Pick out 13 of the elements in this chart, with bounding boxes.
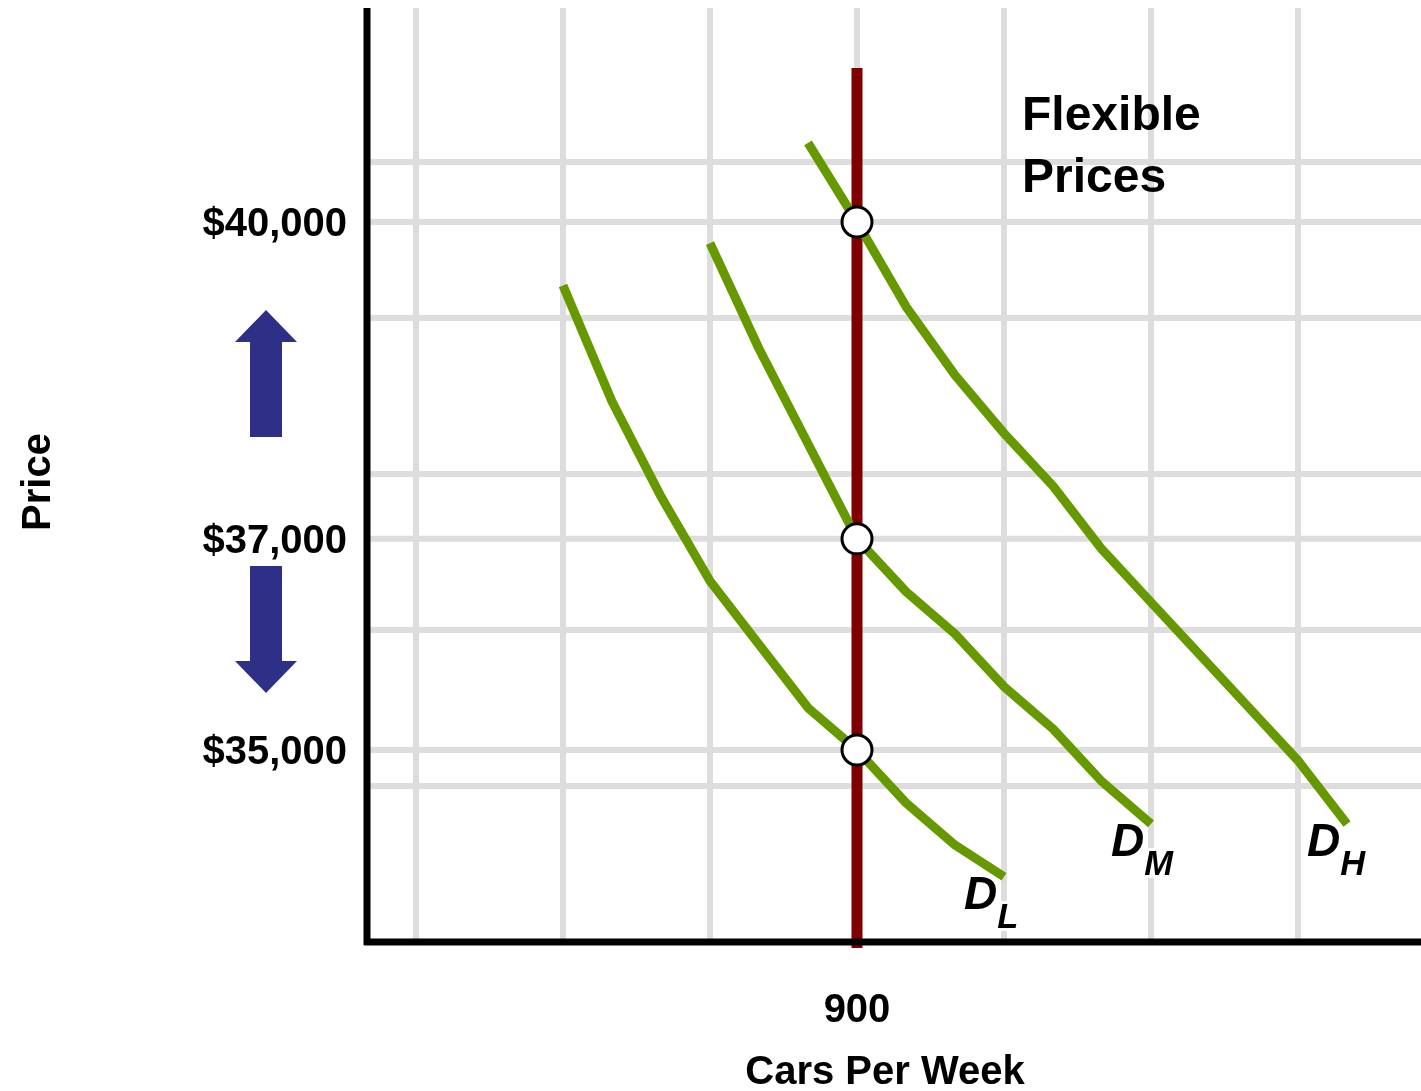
series-label: D$_{H}$ <box>1307 813 1367 882</box>
y-tick-label: $35,000 <box>202 728 347 773</box>
point <box>840 733 874 767</box>
point <box>840 205 874 239</box>
series-label: D$_{M}$ <box>1111 813 1175 882</box>
y-axis-title: Price <box>14 433 58 531</box>
x-axis-title: Cars Per Week <box>745 1048 1026 1091</box>
x-tick-label: 900 <box>823 986 891 1030</box>
series-label: D$_{L}$ <box>964 866 1019 935</box>
y-tick-label: $37,000 <box>202 516 347 561</box>
point <box>840 522 874 556</box>
annotation: Flexible Prices <box>1022 87 1201 202</box>
y-tick-label: $40,000 <box>202 200 347 245</box>
